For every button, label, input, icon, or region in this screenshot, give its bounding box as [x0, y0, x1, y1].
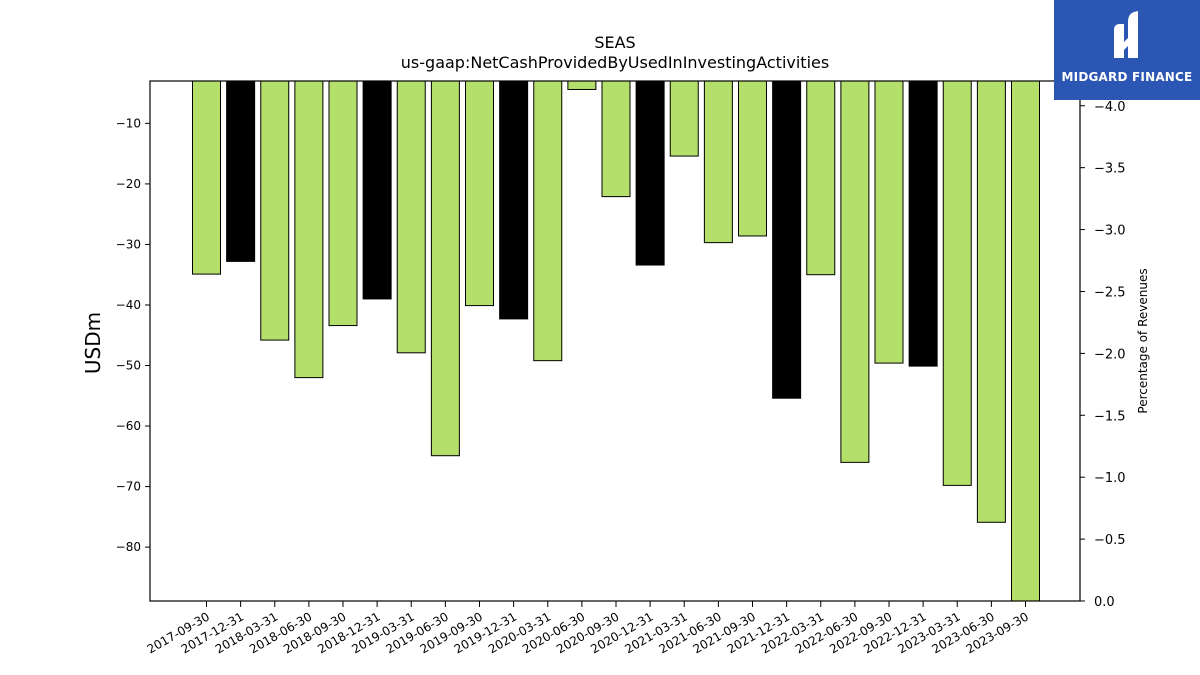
bar	[294, 80, 324, 379]
bar	[772, 80, 802, 399]
bar	[635, 80, 665, 266]
chart-title: SEAS	[594, 33, 635, 52]
y-tick-label: −20	[116, 177, 141, 191]
y-right-tick-label: −3.5	[1094, 162, 1126, 177]
y-right-tick-label: −2.5	[1094, 285, 1126, 300]
bar	[669, 80, 699, 157]
chart-subtitle: us-gaap:NetCashProvidedByUsedInInvesting…	[401, 53, 829, 72]
y-tick-label: −80	[116, 540, 141, 554]
y-axis-right-label: Percentage of Revenues	[1136, 268, 1150, 413]
y-tick-label: −50	[116, 359, 141, 373]
bar	[738, 80, 767, 237]
bar	[840, 80, 870, 463]
y-axis-label: USDm	[81, 312, 105, 374]
bar	[976, 80, 1006, 523]
logo-mark-icon	[1114, 11, 1138, 58]
bar	[430, 80, 460, 457]
bars-group	[192, 80, 1040, 602]
y-right-tick-label: −0.5	[1094, 533, 1126, 548]
bar	[601, 80, 631, 198]
y-tick-label: −10	[116, 116, 141, 130]
bar	[806, 80, 836, 276]
y-tick-label: −40	[116, 298, 141, 312]
bar	[226, 80, 256, 262]
bar	[567, 80, 597, 90]
y-tick-label: −70	[116, 480, 141, 494]
bar	[874, 80, 904, 364]
plot-frame	[149, 80, 1081, 602]
bar	[533, 80, 563, 362]
y-right-tick-label: 0.0	[1094, 595, 1115, 610]
logo-text: MIDGARD FINANCE	[1061, 70, 1193, 84]
y-right-tick-label: −3.0	[1094, 224, 1126, 239]
bar	[396, 80, 426, 354]
bar	[1011, 80, 1040, 602]
brand-logo: MIDGARD FINANCE	[1054, 0, 1200, 100]
bar	[499, 80, 529, 320]
bar	[908, 80, 938, 367]
bar	[192, 80, 221, 275]
y-right-tick-label: −1.5	[1094, 409, 1126, 424]
y-right-tick-label: −1.0	[1094, 471, 1126, 486]
y-tick-label: −60	[116, 419, 141, 433]
y-tick-label: −30	[116, 237, 141, 251]
y-right-tick-label: −2.0	[1094, 347, 1126, 362]
bar	[362, 80, 392, 300]
y-right-tick-label: −4.0	[1094, 100, 1126, 115]
bar	[465, 80, 494, 307]
bar	[328, 80, 358, 327]
bar	[260, 80, 290, 341]
bar	[703, 80, 733, 244]
bar	[942, 80, 972, 486]
